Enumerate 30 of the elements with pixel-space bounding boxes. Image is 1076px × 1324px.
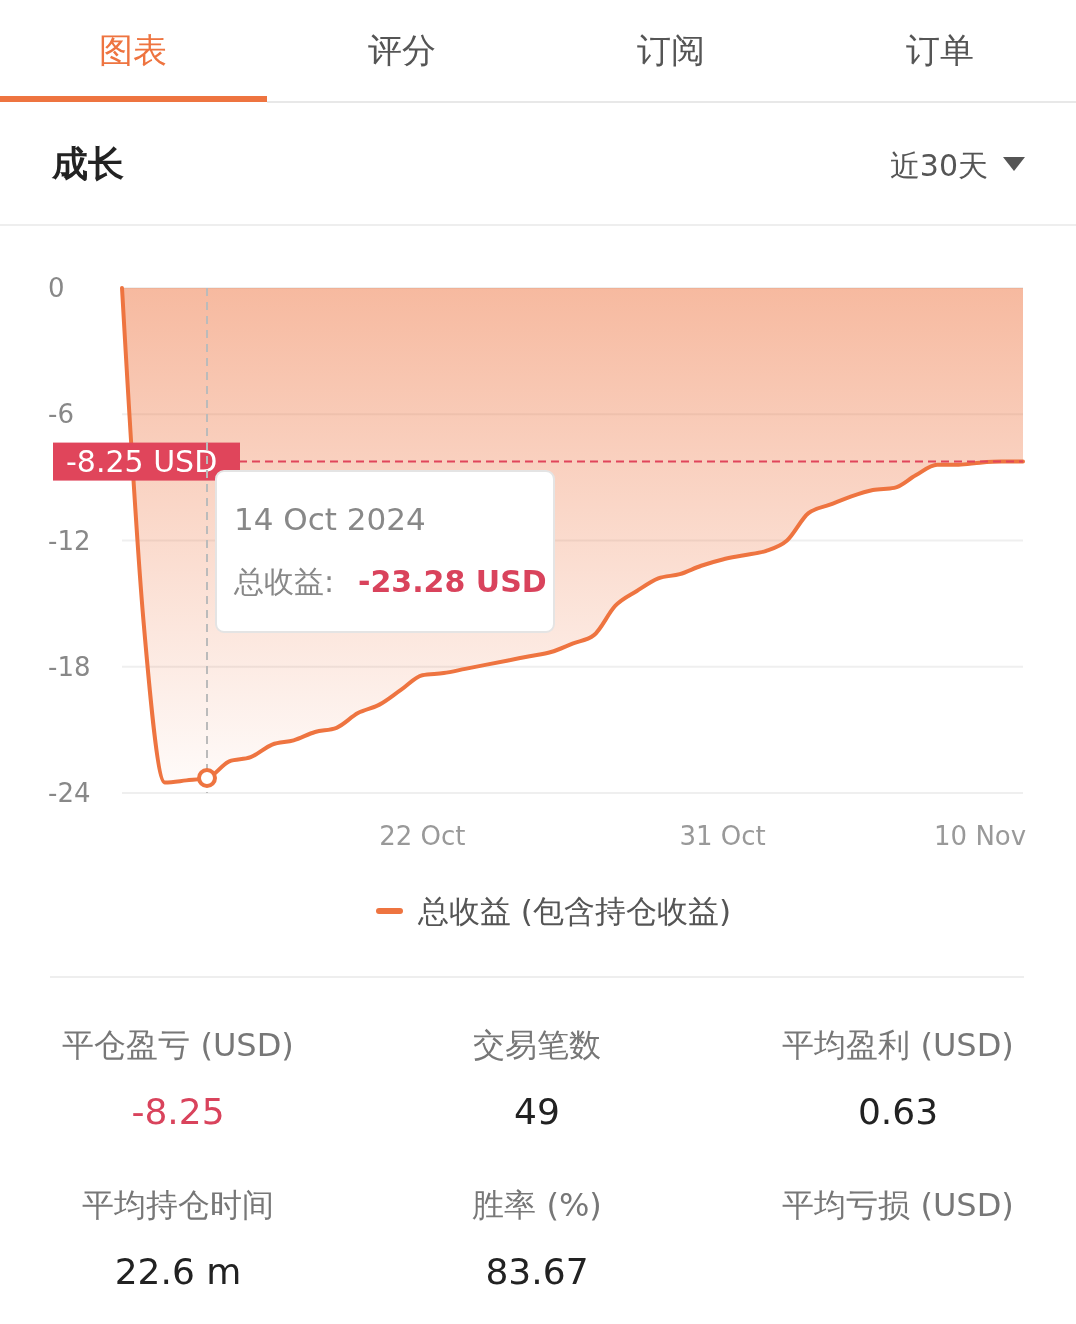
ref-line-label: -8.25 USD [66, 443, 218, 479]
x-tick-label: 10 Nov [934, 821, 1027, 851]
annotation: 14 Oct 2024 [234, 501, 426, 537]
text: 22.6 m [114, 1251, 242, 1292]
text: -8.25 [131, 1091, 225, 1132]
y-tick-label: -6 [48, 399, 74, 430]
annotation: 总收益: [233, 564, 335, 599]
legend-label: 总收益 (包含持仓收益) [417, 893, 732, 929]
annotation: -23.28 USD [358, 564, 547, 599]
text: 近30天 [889, 148, 988, 183]
text: 平均亏损 (USD) [782, 1186, 1014, 1224]
y-tick-label: -12 [48, 525, 91, 556]
chart-title: 成长 [51, 143, 124, 184]
x-tick-label: 31 Oct [679, 821, 766, 851]
text: 图表 [99, 30, 167, 70]
text: 订阅 [637, 30, 705, 70]
text: 0.63 [857, 1091, 939, 1132]
y-tick-label: -18 [48, 651, 91, 682]
text: 平仓盈亏 (USD) [62, 1026, 294, 1064]
text: 评分 [368, 30, 436, 70]
text: 交易笔数 [473, 1026, 601, 1064]
y-tick-label: 0 [48, 273, 65, 303]
text: 平均持仓时间 [82, 1186, 274, 1224]
text: 订单 [906, 30, 974, 70]
y-tick-label: -24 [48, 778, 91, 808]
text: 胜率 (%) [472, 1186, 602, 1224]
x-tick-label: 22 Oct [379, 821, 466, 851]
text: 83.67 [485, 1251, 589, 1292]
text: 平均盈利 (USD) [782, 1026, 1014, 1064]
text: 49 [514, 1091, 560, 1132]
